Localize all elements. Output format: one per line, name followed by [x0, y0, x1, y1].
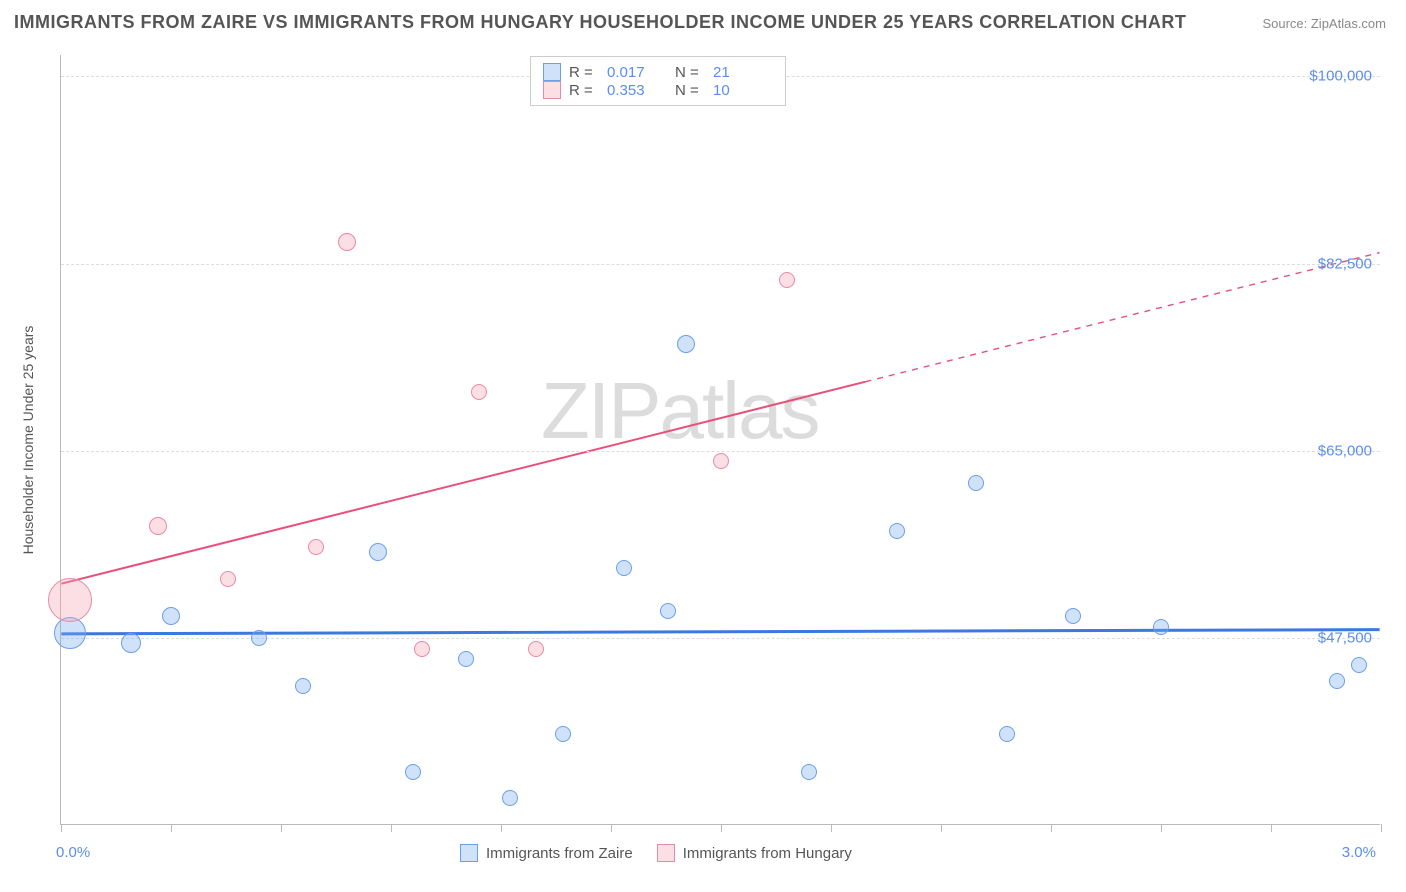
legend-correlation-box: R = 0.017 N = 21 R = 0.353 N = 10 — [530, 56, 786, 106]
legend-r-value: 0.353 — [607, 82, 667, 99]
x-tick — [831, 824, 832, 832]
x-tick — [501, 824, 502, 832]
legend-r-label: R = — [569, 64, 599, 81]
legend-label-hungary: Immigrants from Hungary — [683, 845, 852, 862]
y-tick-label: $65,000 — [1318, 442, 1372, 459]
data-point-zaire — [1065, 608, 1081, 624]
plot-area: ZIPatlas $47,500 $65,000 $82,500 $100,000 — [60, 55, 1380, 825]
legend-r-label: R = — [569, 82, 599, 99]
data-point-zaire — [1351, 657, 1367, 673]
source-attribution: Source: ZipAtlas.com — [1262, 16, 1386, 31]
trend-line-hungary-dashed — [866, 253, 1380, 382]
x-tick — [1051, 824, 1052, 832]
legend-n-label: N = — [675, 82, 705, 99]
legend-n-value: 10 — [713, 82, 773, 99]
x-tick — [61, 824, 62, 832]
y-axis-label: Householder Income Under 25 years — [20, 326, 36, 555]
data-point-zaire — [1329, 673, 1345, 689]
data-point-zaire — [369, 543, 387, 561]
legend-row-hungary: R = 0.353 N = 10 — [543, 81, 773, 99]
legend-swatch-hungary — [543, 81, 561, 99]
data-point-zaire — [999, 726, 1015, 742]
watermark: ZIPatlas — [541, 365, 818, 457]
data-point-hungary — [338, 233, 356, 251]
chart-title: IMMIGRANTS FROM ZAIRE VS IMMIGRANTS FROM… — [14, 12, 1186, 33]
data-point-hungary — [779, 272, 795, 288]
data-point-zaire — [889, 523, 905, 539]
data-point-hungary — [308, 539, 324, 555]
y-tick-label: $82,500 — [1318, 255, 1372, 272]
gridline — [61, 264, 1380, 265]
data-point-zaire — [1153, 619, 1169, 635]
data-point-zaire — [660, 603, 676, 619]
x-tick — [171, 824, 172, 832]
x-tick — [721, 824, 722, 832]
legend-swatch-zaire — [460, 844, 478, 862]
x-tick — [1161, 824, 1162, 832]
data-point-hungary — [414, 641, 430, 657]
data-point-zaire — [968, 475, 984, 491]
source-link[interactable]: ZipAtlas.com — [1311, 16, 1386, 31]
x-tick — [1381, 824, 1382, 832]
x-tick — [611, 824, 612, 832]
data-point-zaire — [555, 726, 571, 742]
x-tick — [1271, 824, 1272, 832]
data-point-zaire — [162, 607, 180, 625]
legend-series: Immigrants from Zaire Immigrants from Hun… — [460, 844, 852, 862]
legend-item-zaire: Immigrants from Zaire — [460, 844, 633, 862]
data-point-hungary — [528, 641, 544, 657]
data-point-zaire — [616, 560, 632, 576]
x-tick — [281, 824, 282, 832]
data-point-hungary — [149, 517, 167, 535]
legend-label-zaire: Immigrants from Zaire — [486, 845, 633, 862]
trend-line-hungary — [61, 382, 865, 584]
y-tick-label: $47,500 — [1318, 629, 1372, 646]
y-tick-label: $100,000 — [1309, 68, 1372, 85]
data-point-zaire — [801, 764, 817, 780]
x-axis-min-label: 0.0% — [56, 844, 90, 861]
data-point-hungary — [220, 571, 236, 587]
data-point-hungary — [713, 453, 729, 469]
gridline — [61, 451, 1380, 452]
trend-lines — [61, 55, 1380, 824]
data-point-zaire — [405, 764, 421, 780]
legend-row-zaire: R = 0.017 N = 21 — [543, 63, 773, 81]
x-axis-max-label: 3.0% — [1342, 844, 1376, 861]
data-point-zaire — [251, 630, 267, 646]
legend-swatch-hungary — [657, 844, 675, 862]
data-point-zaire — [458, 651, 474, 667]
legend-r-value: 0.017 — [607, 64, 667, 81]
data-point-zaire — [502, 790, 518, 806]
data-point-zaire — [295, 678, 311, 694]
data-point-zaire — [677, 335, 695, 353]
data-point-zaire — [121, 633, 141, 653]
legend-n-value: 21 — [713, 64, 773, 81]
legend-item-hungary: Immigrants from Hungary — [657, 844, 852, 862]
legend-swatch-zaire — [543, 63, 561, 81]
source-prefix: Source: — [1262, 16, 1310, 31]
x-tick — [391, 824, 392, 832]
legend-n-label: N = — [675, 64, 705, 81]
data-point-hungary — [471, 384, 487, 400]
x-tick — [941, 824, 942, 832]
data-point-hungary — [48, 578, 92, 622]
